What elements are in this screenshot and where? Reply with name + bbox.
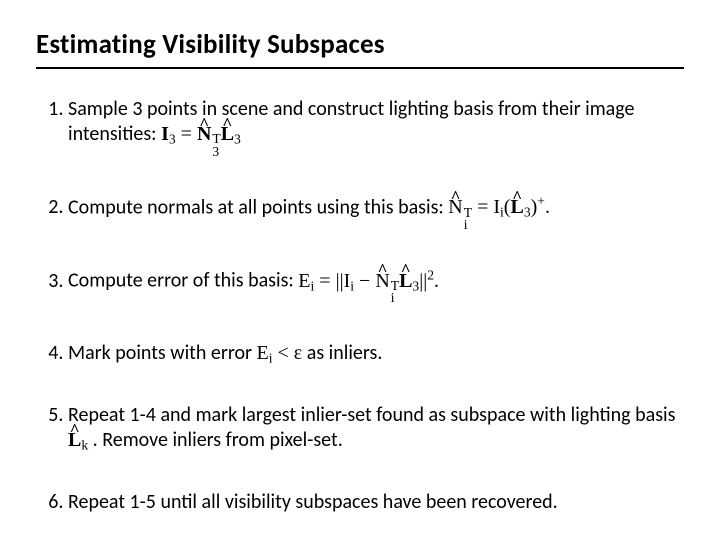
algorithm-steps: Sample 3 points in scene and construct l… [36, 97, 684, 515]
step-1-text: Sample 3 points in scene and construct l… [68, 97, 634, 146]
step-6-text: Repeat 1-5 until all visibility subspace… [68, 490, 558, 514]
step-4-text-a: Mark points with error [68, 341, 257, 365]
step-3-text: Compute error of this basis: [68, 269, 298, 293]
step-1: Sample 3 points in scene and construct l… [68, 97, 684, 158]
step-5-text-b: . Remove inliers from pixel-set. [93, 428, 343, 452]
step-5: Repeat 1-4 and mark largest inlier-set f… [68, 403, 684, 454]
step-4: Mark points with error Ei < ε as inliers… [68, 341, 684, 367]
step-3-equation: Ei = ||Ii − NTiL3||2. [298, 270, 439, 292]
step-1-equation: I3 = NT3L3 [161, 123, 241, 145]
step-2-equation: NTi = Ii(L3)+. [448, 196, 550, 218]
step-2-text: Compute normals at all points using this… [68, 195, 448, 219]
step-4-text-b: as inliers. [307, 341, 383, 365]
step-5-text-a: Repeat 1-4 and mark largest inlier-set f… [68, 403, 675, 427]
step-3: Compute error of this basis: Ei = ||Ii −… [68, 267, 684, 304]
step-2: Compute normals at all points using this… [68, 194, 684, 231]
step-6: Repeat 1-5 until all visibility subspace… [68, 490, 684, 515]
page-title: Estimating Visibility Subspaces [36, 28, 684, 69]
step-4-equation: Ei < ε [257, 342, 303, 364]
step-5-equation: Lk [68, 429, 88, 451]
